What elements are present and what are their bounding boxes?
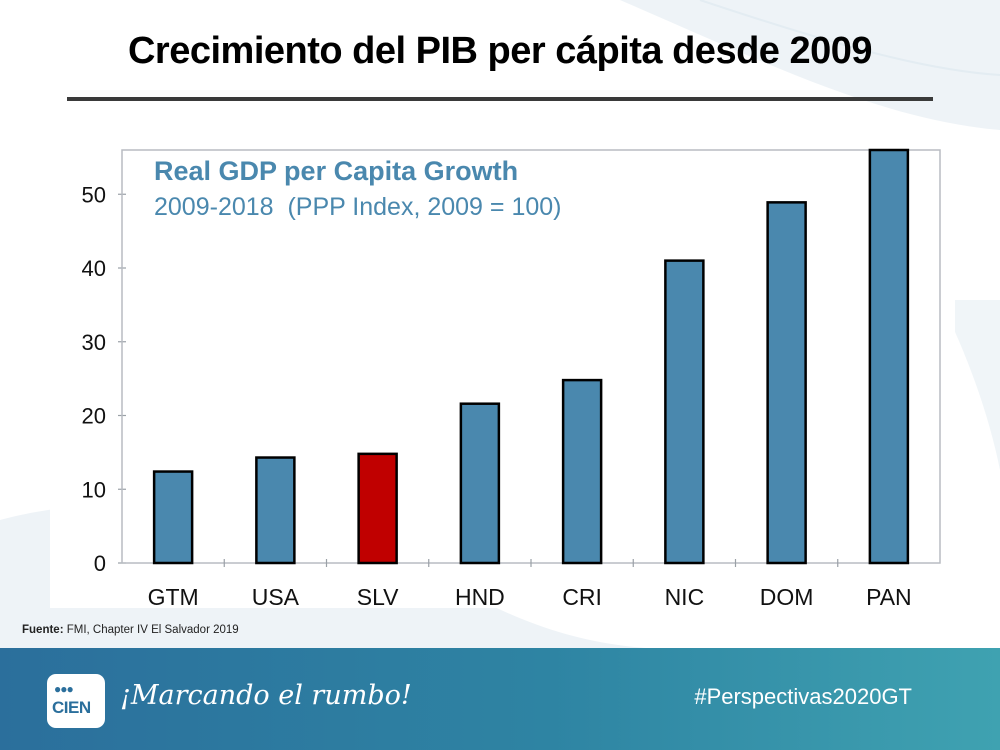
- bar-cri: [561, 378, 603, 565]
- slide-title: Crecimiento del PIB per cápita desde 200…: [127, 30, 873, 72]
- y-tick-label: 0: [94, 551, 106, 576]
- bar-gtm: [152, 470, 194, 565]
- x-tick-label: NIC: [665, 584, 705, 608]
- chart-panel: 0 10 20 30 40 50 GTM USA SLV HND CRI NIC DOM PAN Rea…: [50, 140, 955, 608]
- logo-text: CIEN: [52, 698, 91, 717]
- logo-circles: ●●●: [54, 682, 74, 696]
- chart-subtitle: 2009-2018 (PPP Index, 2009 = 100): [154, 193, 561, 221]
- y-axis-ticks: 0 10 20 30 40 50: [82, 182, 126, 576]
- source-text: FMI, Chapter IV El Salvador 2019: [63, 624, 239, 636]
- bar-chart: 0 10 20 30 40 50 GTM USA SLV HND CRI NIC DOM PAN Rea…: [82, 148, 941, 608]
- x-tick-label: HND: [455, 584, 505, 608]
- x-tick-label: SLV: [357, 584, 399, 608]
- hashtag: #Perspectivas2020GT: [694, 684, 912, 709]
- chart-title: Real GDP per Capita Growth: [154, 156, 518, 186]
- bar-nic: [664, 259, 705, 565]
- footer-band: [0, 648, 1000, 750]
- cien-logo: ●●● CIEN: [47, 674, 105, 728]
- bars: [152, 148, 910, 565]
- bar-usa: [255, 456, 296, 565]
- y-tick-label: 50: [82, 182, 106, 207]
- y-tick-label: 30: [82, 330, 106, 355]
- source-note: Fuente: FMI, Chapter IV El Salvador 2019: [22, 624, 239, 636]
- x-axis-labels: GTM USA SLV HND CRI NIC DOM PAN: [148, 559, 912, 608]
- bar-hnd: [459, 402, 501, 565]
- x-tick-label: PAN: [866, 584, 912, 608]
- title-divider: [67, 97, 933, 101]
- x-tick-label: USA: [252, 584, 300, 608]
- y-tick-label: 10: [82, 477, 106, 502]
- y-tick-label: 40: [82, 256, 106, 281]
- bar-slv: [357, 452, 398, 565]
- bar-dom: [766, 201, 807, 565]
- x-tick-label: CRI: [562, 584, 602, 608]
- x-tick-label: DOM: [760, 584, 814, 608]
- bar-pan: [868, 148, 910, 565]
- slogan: ¡Marcando el rumbo!: [120, 680, 412, 711]
- y-tick-label: 20: [82, 404, 106, 429]
- x-tick-label: GTM: [148, 584, 199, 608]
- source-label: Fuente:: [22, 624, 64, 636]
